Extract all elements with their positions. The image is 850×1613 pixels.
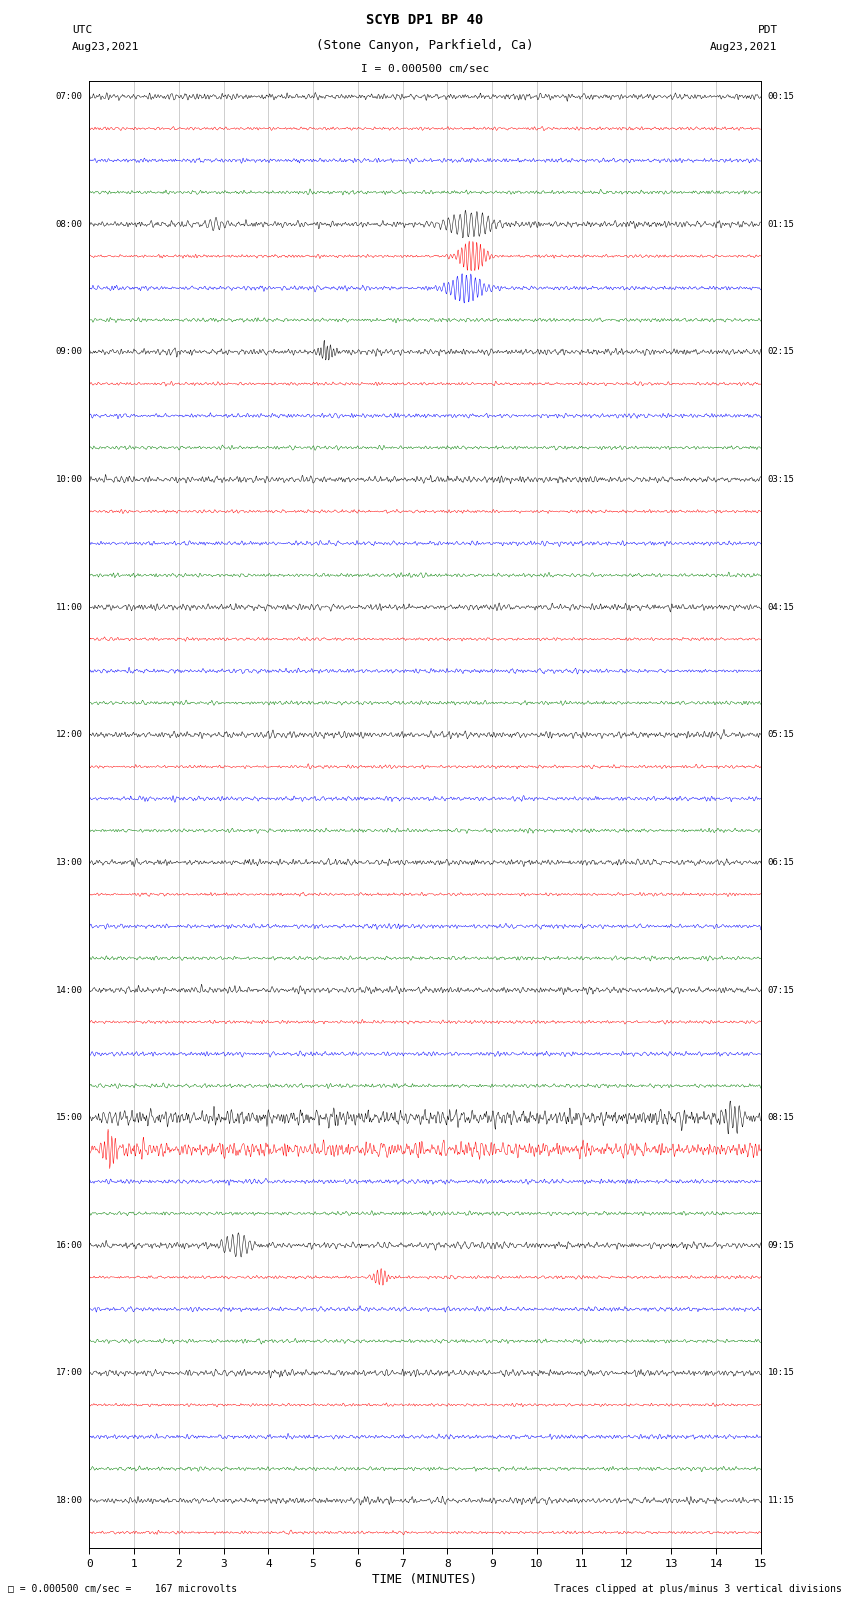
Text: 03:15: 03:15 xyxy=(768,474,795,484)
Text: 12:00: 12:00 xyxy=(55,731,82,739)
Text: 04:15: 04:15 xyxy=(768,603,795,611)
Text: SCYB DP1 BP 40: SCYB DP1 BP 40 xyxy=(366,13,484,27)
X-axis label: TIME (MINUTES): TIME (MINUTES) xyxy=(372,1573,478,1586)
Text: 10:15: 10:15 xyxy=(768,1368,795,1378)
Text: Traces clipped at plus/minus 3 vertical divisions: Traces clipped at plus/minus 3 vertical … xyxy=(553,1584,842,1594)
Text: 01:15: 01:15 xyxy=(768,219,795,229)
Text: 00:15: 00:15 xyxy=(768,92,795,102)
Text: 09:00: 09:00 xyxy=(55,347,82,356)
Text: 15:00: 15:00 xyxy=(55,1113,82,1123)
Text: 10:00: 10:00 xyxy=(55,474,82,484)
Text: 11:15: 11:15 xyxy=(768,1497,795,1505)
Text: □ = 0.000500 cm/sec =    167 microvolts: □ = 0.000500 cm/sec = 167 microvolts xyxy=(8,1584,238,1594)
Text: 02:15: 02:15 xyxy=(768,347,795,356)
Text: (Stone Canyon, Parkfield, Ca): (Stone Canyon, Parkfield, Ca) xyxy=(316,39,534,52)
Text: UTC: UTC xyxy=(72,26,93,35)
Text: 16:00: 16:00 xyxy=(55,1240,82,1250)
Text: I = 0.000500 cm/sec: I = 0.000500 cm/sec xyxy=(361,65,489,74)
Text: 18:00: 18:00 xyxy=(55,1497,82,1505)
Text: PDT: PDT xyxy=(757,26,778,35)
Text: 08:00: 08:00 xyxy=(55,219,82,229)
Text: 14:00: 14:00 xyxy=(55,986,82,995)
Text: Aug23,2021: Aug23,2021 xyxy=(72,42,139,52)
Text: Aug23,2021: Aug23,2021 xyxy=(711,42,778,52)
Text: 07:15: 07:15 xyxy=(768,986,795,995)
Text: 07:00: 07:00 xyxy=(55,92,82,102)
Text: 11:00: 11:00 xyxy=(55,603,82,611)
Text: 17:00: 17:00 xyxy=(55,1368,82,1378)
Text: 06:15: 06:15 xyxy=(768,858,795,866)
Text: 08:15: 08:15 xyxy=(768,1113,795,1123)
Text: 09:15: 09:15 xyxy=(768,1240,795,1250)
Text: 13:00: 13:00 xyxy=(55,858,82,866)
Text: 05:15: 05:15 xyxy=(768,731,795,739)
